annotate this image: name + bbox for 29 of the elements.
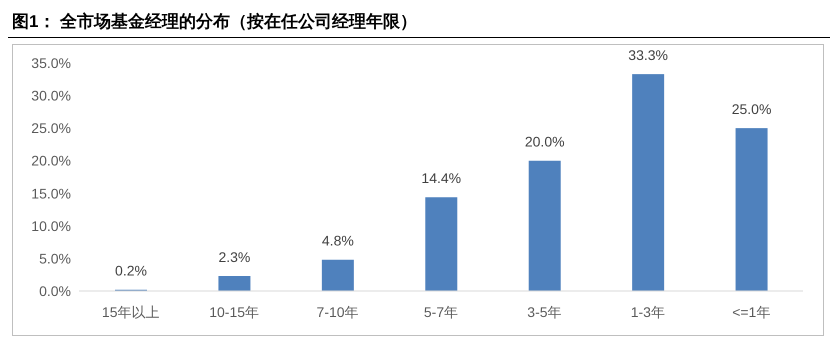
bar bbox=[528, 160, 561, 291]
bar bbox=[218, 276, 250, 291]
x-tick-label: <=1年 bbox=[732, 304, 770, 320]
bar bbox=[322, 260, 354, 291]
data-label: 25.0% bbox=[732, 101, 772, 118]
x-tick-label: 15年以上 bbox=[102, 304, 160, 320]
y-tick-label: 25.0% bbox=[31, 120, 71, 136]
y-tick-label: 0.0% bbox=[39, 282, 71, 299]
y-tick-label: 20.0% bbox=[31, 152, 71, 169]
y-tick-label: 15.0% bbox=[31, 185, 71, 202]
bar bbox=[425, 197, 458, 291]
y-tick-label: 10.0% bbox=[31, 218, 71, 234]
x-tick-label: 3-5年 bbox=[527, 304, 562, 320]
x-tick-label: 7-10年 bbox=[316, 304, 359, 320]
bar bbox=[736, 128, 768, 291]
data-label: 20.0% bbox=[524, 134, 565, 150]
chart-title: 图1： 全市场基金经理的分布（按在任公司经理年限） bbox=[8, 8, 830, 38]
x-tick-label: 5-7年 bbox=[424, 304, 458, 320]
data-label: 33.3% bbox=[628, 47, 668, 64]
y-tick-label: 35.0% bbox=[31, 54, 71, 71]
data-label: 4.8% bbox=[322, 232, 354, 249]
bar bbox=[632, 74, 664, 291]
y-tick-label: 5.0% bbox=[39, 250, 71, 266]
x-tick-label: 10-15年 bbox=[209, 304, 260, 320]
data-label: 2.3% bbox=[218, 249, 250, 266]
data-label: 0.2% bbox=[115, 262, 147, 279]
x-tick-label: 1-3年 bbox=[630, 304, 665, 320]
y-tick-label: 30.0% bbox=[31, 88, 71, 104]
data-label: 14.4% bbox=[421, 170, 462, 186]
